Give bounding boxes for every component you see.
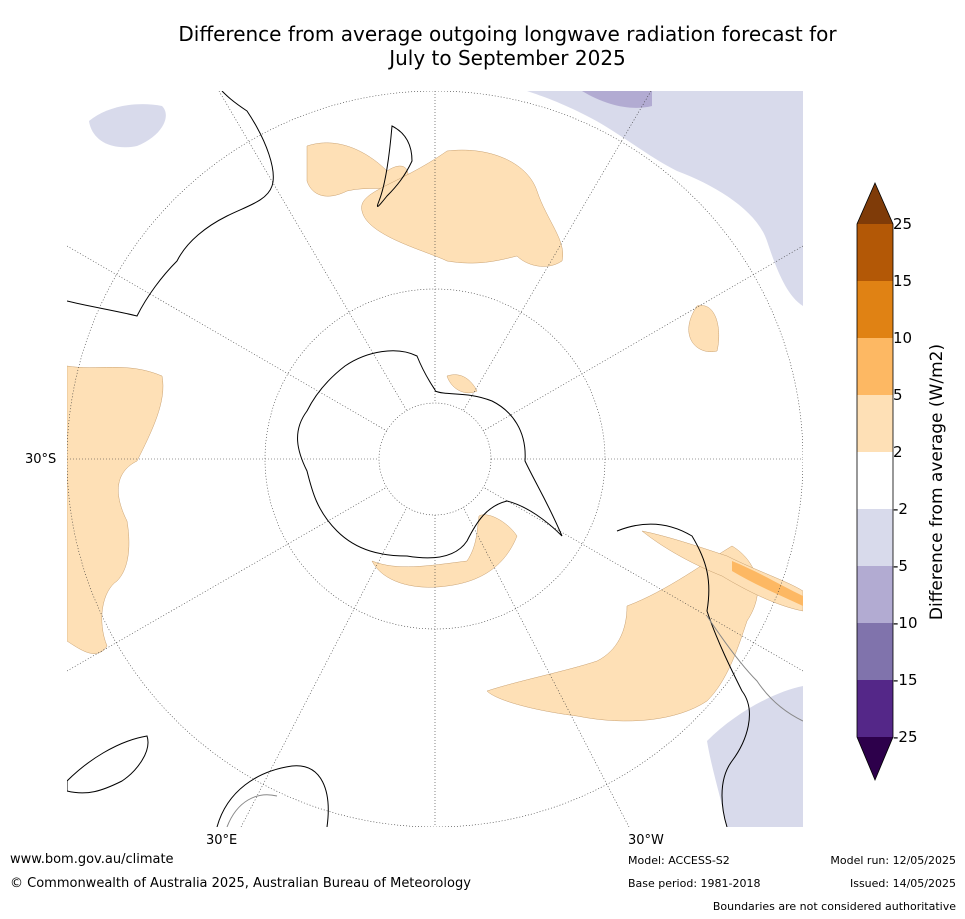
- colorbar-tick: -5: [893, 557, 908, 575]
- title-line-1: Difference from average outgoing longwav…: [178, 22, 837, 46]
- coastlines: [66, 90, 750, 828]
- chart-title: Difference from average outgoing longwav…: [60, 22, 955, 70]
- moderate-positive-anomaly-areas: [732, 561, 803, 606]
- colorbar-band-neg2-2: [857, 452, 893, 509]
- colorbar: [855, 180, 965, 785]
- colorbar-band-2-5: [857, 395, 893, 452]
- footer-base-period: Base period: 1981-2018: [628, 877, 761, 890]
- negative-anomaly-areas: [89, 91, 803, 827]
- colorbar-tick: 10: [893, 329, 913, 347]
- colorbar-tick: -15: [893, 671, 918, 689]
- border-africa-south: [226, 794, 278, 828]
- colorbar-tick: -10: [893, 614, 918, 632]
- parallel-70s: [378, 402, 492, 516]
- colorbar-tick: -2: [893, 500, 908, 518]
- footer-model: Model: ACCESS-S2: [628, 854, 730, 867]
- title-line-2: July to September 2025: [389, 46, 626, 70]
- colorbar-band-neg25-neg15: [857, 680, 893, 737]
- anomaly-west-pacific: [688, 305, 720, 353]
- anomaly-east-antarctica-edge: [446, 374, 478, 394]
- coast-africa: [66, 735, 149, 794]
- anomaly-andes-strip: [732, 561, 803, 606]
- anomaly-weddell: [371, 514, 518, 588]
- colorbar-tick: 15: [893, 272, 913, 290]
- border-south-america: [706, 615, 804, 722]
- lon-label-30w: 30°W: [628, 833, 664, 848]
- coast-south-america: [616, 523, 750, 828]
- anomaly-nw-island: [89, 104, 166, 148]
- colorbar-tick: 2: [893, 443, 903, 461]
- meridian-150e: [218, 90, 408, 412]
- meridian-30w: [462, 506, 630, 828]
- anomaly-south-atlantic: [707, 686, 803, 827]
- colorbar-band-5-10: [857, 338, 893, 395]
- meridian-30e: [240, 506, 408, 828]
- footer-website: www.bom.gov.au/climate: [10, 852, 174, 867]
- lon-label-30e: 30°E: [206, 833, 238, 848]
- positive-anomaly-areas: [66, 142, 804, 722]
- colorbar-tick: 25: [893, 215, 913, 233]
- colorbar-label: Difference from average (W/m2): [927, 343, 947, 621]
- colorbar-band-neg5-neg2: [857, 509, 893, 566]
- colorbar-svg: [856, 182, 894, 782]
- colorbar-band-15-25: [857, 224, 893, 281]
- anomaly-pacific-northeast: [527, 91, 803, 306]
- lat-label-30s: 30°S: [25, 452, 57, 467]
- anomaly-indian-ocean-west: [66, 365, 164, 654]
- colorbar-tick: -25: [893, 728, 918, 746]
- coast-antarctica: [297, 350, 563, 559]
- footer-model-run: Model run: 12/05/2025: [830, 854, 956, 867]
- footer-disclaimer: Boundaries are not considered authoritat…: [712, 900, 956, 913]
- footer-copyright: © Commonwealth of Australia 2025, Austra…: [10, 876, 471, 891]
- borders: [226, 615, 804, 828]
- colorbar-band-10-15: [857, 281, 893, 338]
- anomaly-new-zealand-east: [361, 149, 564, 267]
- colorbar-band-neg10-neg5: [857, 566, 893, 623]
- footer-issued: Issued: 14/05/2025: [849, 877, 956, 890]
- map-panel: [66, 90, 804, 828]
- colorbar-tick: 5: [893, 386, 903, 404]
- anomaly-pacific-core: [582, 91, 652, 108]
- graticule: [66, 90, 804, 828]
- coast-africa-south: [216, 765, 329, 828]
- coast-new-zealand: [376, 125, 413, 207]
- anomaly-south-atlantic: [486, 545, 758, 722]
- colorbar-band-neg15-neg10: [857, 623, 893, 680]
- polar-map: [66, 90, 804, 828]
- coast-australia: [66, 90, 274, 317]
- colorbar-over-arrow: [857, 183, 893, 224]
- strong-negative-anomaly-areas: [582, 91, 652, 108]
- colorbar-under-arrow: [857, 737, 893, 780]
